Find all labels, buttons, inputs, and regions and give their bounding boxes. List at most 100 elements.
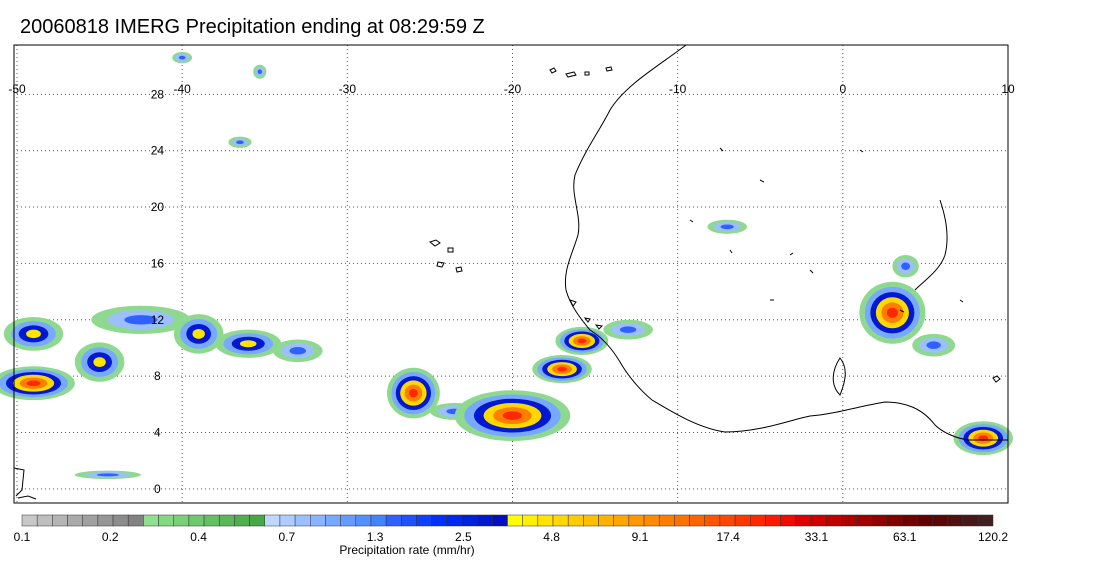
precip-contour (720, 224, 734, 230)
colorbar-swatch (203, 514, 220, 527)
colorbar-tick-label: 33.1 (805, 530, 829, 544)
colorbar-swatch (552, 514, 569, 527)
colorbar-swatch (674, 514, 690, 527)
precip-cell (454, 390, 571, 441)
colorbar-swatch (719, 514, 736, 527)
colorbar-swatch (21, 514, 38, 527)
precip-contour (239, 340, 257, 348)
colorbar-swatch (734, 514, 751, 527)
lat-tick-label: 28 (151, 87, 165, 101)
precip-contour (257, 69, 262, 75)
colorbar-swatch (567, 514, 584, 527)
colorbar-swatch (613, 514, 630, 527)
colorbar-swatch (658, 514, 675, 527)
colorbar-swatch (780, 514, 797, 527)
colorbar-swatch (401, 514, 417, 527)
lat-tick-label: 20 (151, 200, 165, 214)
lon-tick-label: -50 (8, 82, 26, 96)
colorbar-swatch (218, 514, 235, 527)
precip-cell (859, 281, 926, 344)
precip-cell (532, 355, 592, 384)
bioko-island (992, 375, 1001, 383)
colorbar-swatch (522, 514, 539, 527)
precip-cell (912, 333, 956, 357)
canary-islands (549, 66, 613, 78)
colorbar-swatch (871, 514, 888, 527)
colorbar-tick-label: 63.1 (893, 530, 917, 544)
colorbar-tick-label: 4.8 (543, 530, 560, 544)
precip-cell (603, 319, 653, 340)
colorbar-tick-label: 9.1 (632, 530, 649, 544)
colorbar-tick-labels: 0.1 0.2 0.4 0.7 1.3 2.5 4.8 9.1 17.4 33.1 63.1 120.… (14, 530, 1009, 544)
precip-cell (173, 314, 224, 354)
colorbar-swatch (340, 514, 357, 527)
colorbar-swatch (112, 514, 129, 527)
precip-contour (178, 55, 186, 60)
precip-contour (886, 307, 898, 318)
colorbar-tick-label: 0.7 (278, 530, 295, 544)
precip-cell (215, 329, 282, 358)
lon-tick-label: 10 (1001, 82, 1015, 96)
colorbar-swatch (916, 514, 933, 527)
map-title: 20060818 IMERG Precipitation ending at 0… (20, 16, 485, 38)
colorbar-swatch (355, 514, 372, 527)
lon-tick-label: 0 (839, 82, 846, 96)
colorbar-label: Precipitation rate (mm/hr) (339, 543, 474, 557)
precip-cell (228, 136, 252, 148)
precip-contour (901, 262, 911, 271)
precip-contour (577, 338, 587, 344)
colorbar-swatch (825, 514, 842, 527)
colorbar-swatch (810, 514, 827, 527)
coastal-islands (569, 299, 604, 330)
precip-contour (502, 411, 523, 420)
colorbar-swatch (643, 514, 660, 527)
colorbar-swatch (598, 514, 614, 527)
colorbar-swatch (461, 514, 478, 527)
precip-cell (91, 305, 191, 334)
precip-cell (74, 342, 125, 382)
precip-contour (236, 140, 244, 145)
colorbar-tick-label: 1.3 (367, 530, 384, 544)
precip-contour (408, 388, 418, 398)
colorbar-swatch (628, 514, 645, 527)
precip-cell (707, 219, 748, 234)
colorbar-swatch (507, 514, 523, 527)
lat-tick-label: 12 (151, 313, 165, 327)
colorbar-swatch (173, 514, 190, 527)
latitude-labels: 28 24 20 16 12 8 4 0 (151, 87, 165, 496)
lat-tick-label: 0 (154, 482, 161, 496)
africa-coastline (564, 44, 1008, 441)
colorbar-swatch (67, 514, 83, 527)
precip-cell (253, 64, 267, 79)
colorbar-swatch (947, 514, 963, 527)
precip-contour (96, 473, 119, 477)
lat-tick-label: 24 (151, 144, 165, 158)
lat-tick-label: 16 (151, 256, 165, 270)
colorbar-swatch (416, 514, 432, 527)
colorbar-swatch (234, 514, 250, 527)
colorbar-swatch (82, 514, 99, 527)
lon-tick-label: -40 (173, 82, 191, 96)
colorbar-tick-label: 0.2 (102, 530, 119, 544)
coastline (13, 44, 1008, 500)
colorbar-swatch (294, 514, 311, 527)
colorbar-swatch (431, 514, 448, 527)
precipitation-map: -50 -40 -30 -20 -10 0 10 28 24 20 16 12 8 4 0 (0, 44, 1015, 504)
colorbar-swatch (279, 514, 296, 527)
precip-cell (172, 52, 193, 64)
colorbar-swatch (188, 514, 205, 527)
colorbar-swatch (841, 514, 857, 527)
colorbar-tick-label: 17.4 (717, 530, 741, 544)
colorbar-swatch (795, 514, 812, 527)
colorbar-swatch (370, 514, 387, 527)
colorbar-swatch (446, 514, 463, 527)
lat-tick-label: 8 (154, 369, 161, 383)
colorbar-tick-label: 120.2 (978, 530, 1008, 544)
lon-tick-label: -10 (669, 82, 687, 96)
colorbar-swatch (537, 514, 554, 527)
colorbar-swatch (886, 514, 903, 527)
precip-contour (93, 357, 106, 368)
lon-tick-label: -20 (504, 82, 522, 96)
colorbar-swatch (97, 514, 114, 527)
